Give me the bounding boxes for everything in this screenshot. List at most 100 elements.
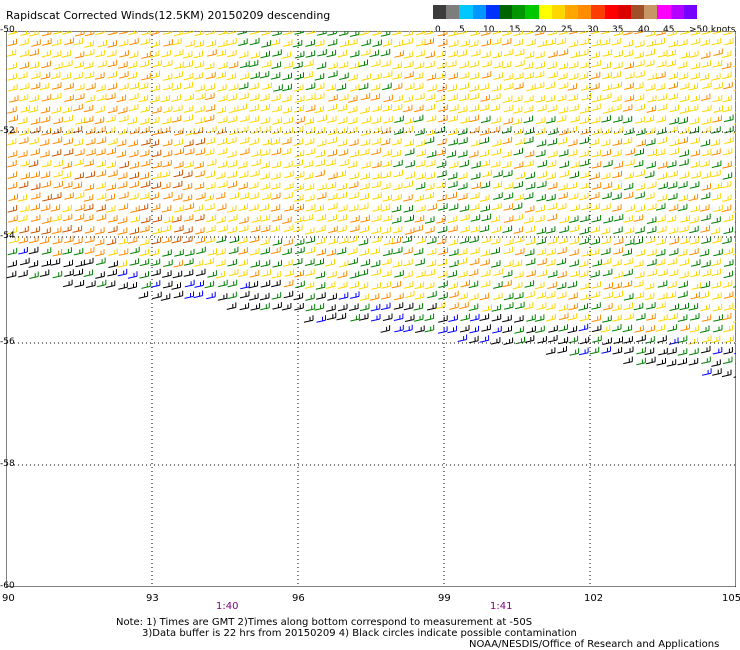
wind-barb <box>28 159 39 168</box>
wind-barb <box>712 31 723 35</box>
wind-barb <box>195 268 206 277</box>
wind-barb <box>316 292 326 300</box>
wind-barb <box>458 137 468 145</box>
wind-barb <box>30 203 40 211</box>
wind-barb <box>282 106 293 114</box>
wind-barb <box>272 214 282 222</box>
wind-barb <box>382 149 392 157</box>
wind-barb <box>436 148 446 156</box>
wind-barb <box>392 31 402 36</box>
wind-barb <box>260 172 270 180</box>
wind-barb <box>700 159 710 168</box>
wind-barb <box>106 237 117 246</box>
wind-barb <box>646 39 657 47</box>
wind-barb <box>601 62 611 70</box>
wind-barb <box>369 49 380 58</box>
wind-barb <box>458 292 468 300</box>
wind-barb <box>40 203 51 212</box>
wind-barb <box>392 103 403 112</box>
wind-barb <box>382 214 393 222</box>
wind-barb <box>579 159 590 167</box>
wind-barb <box>612 149 622 158</box>
wind-barb <box>481 50 491 59</box>
wind-barb <box>73 72 83 80</box>
wind-barb <box>217 116 228 124</box>
wind-barb <box>513 38 524 47</box>
wind-barb <box>327 193 338 201</box>
wind-barb <box>569 104 579 112</box>
wind-barb <box>545 81 556 90</box>
wind-barb <box>436 71 446 80</box>
wind-barb <box>140 159 151 167</box>
wind-barb <box>469 192 480 200</box>
wind-barb <box>118 282 128 290</box>
wind-barb <box>316 192 327 200</box>
wind-barb <box>206 214 216 223</box>
wind-barb <box>722 94 732 103</box>
wind-barb <box>437 194 447 202</box>
wind-barb <box>85 137 96 146</box>
wind-barb <box>723 303 734 311</box>
wind-barb <box>535 205 545 213</box>
wind-barb <box>347 126 358 134</box>
wind-barb <box>688 303 699 311</box>
wind-barb <box>83 269 94 277</box>
wind-barb <box>656 301 666 310</box>
wind-barb <box>127 271 138 279</box>
wind-barb <box>657 103 668 111</box>
wind-barb <box>513 82 524 90</box>
wind-barb <box>83 257 94 266</box>
wind-barb <box>689 225 699 234</box>
wind-barb <box>359 248 369 256</box>
wind-barb <box>294 51 305 59</box>
wind-barb <box>710 227 721 235</box>
wind-barb <box>732 211 736 213</box>
wind-barb <box>558 106 569 114</box>
wind-barb <box>666 281 677 289</box>
wind-barb <box>689 247 699 256</box>
wind-barb <box>503 73 514 81</box>
wind-barb <box>306 31 316 35</box>
wind-barb <box>349 172 359 180</box>
wind-barb <box>281 95 292 103</box>
wind-barb <box>149 116 160 125</box>
wind-barb <box>17 71 28 80</box>
wind-barb <box>612 182 622 191</box>
wind-barb <box>635 204 645 213</box>
wind-barb <box>415 270 426 278</box>
wind-barb <box>284 204 294 212</box>
wind-barb <box>513 181 523 189</box>
wind-barb <box>658 314 668 322</box>
wind-barb <box>469 72 480 80</box>
wind-barb <box>558 312 569 321</box>
wind-barb <box>657 194 667 202</box>
wind-barb <box>657 280 668 288</box>
wind-barb <box>700 225 711 233</box>
wind-barb <box>514 235 525 244</box>
wind-barb <box>668 203 679 212</box>
wind-barb <box>293 84 304 92</box>
wind-barb <box>371 147 381 156</box>
wind-barb <box>678 225 689 233</box>
wind-barb <box>403 60 414 69</box>
wind-barb <box>590 270 600 278</box>
wind-barb <box>227 214 238 222</box>
wind-barb <box>380 138 391 146</box>
wind-barb <box>558 236 569 244</box>
wind-barb <box>657 161 668 169</box>
latitude-label: -56 <box>0 337 15 347</box>
wind-barb <box>634 271 645 279</box>
wind-barb <box>337 139 348 147</box>
wind-barb <box>30 170 40 179</box>
wind-barb <box>668 312 678 321</box>
wind-barb <box>118 237 128 245</box>
wind-barb <box>644 292 655 301</box>
wind-barb <box>734 78 736 80</box>
wind-barb <box>602 315 612 323</box>
wind-barb <box>558 336 569 345</box>
wind-barb <box>51 92 62 101</box>
wind-barb <box>536 291 547 299</box>
wind-barb <box>579 116 589 125</box>
wind-barb <box>361 73 371 81</box>
wind-barb <box>435 126 446 134</box>
